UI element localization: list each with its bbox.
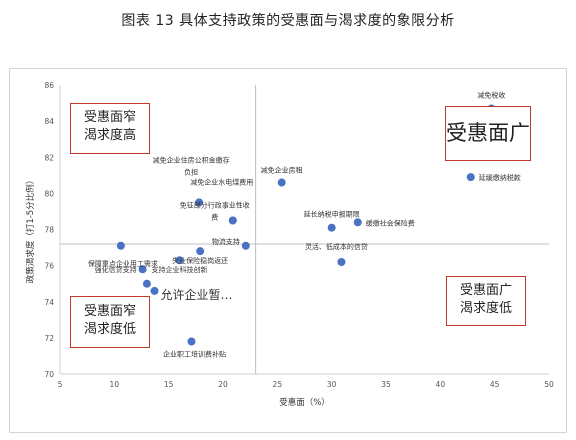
data-point-3: [195, 198, 204, 207]
x-tick-label-0: 5: [58, 380, 63, 389]
data-point-1: [466, 173, 475, 182]
y-tick-label-3: 76: [44, 262, 54, 271]
data-point-8: [241, 241, 250, 250]
quadrant-bottom-left-line-2: 渴求度低: [83, 321, 136, 337]
x-tick-label-2: 15: [164, 380, 174, 389]
data-label-7: 缓缴社会保险费: [366, 218, 415, 227]
data-point-2: [277, 178, 286, 187]
data-point-11: [116, 241, 125, 250]
data-label-3-line-1: 减免企业住房公积金缴存: [153, 155, 230, 164]
quadrant-bottom-left-box: 受惠面窄 渴求度低: [70, 296, 150, 348]
data-point-7: [353, 218, 362, 227]
quadrant-top-left-line-2: 渴求度高: [83, 127, 136, 143]
y-tick-label-2: 74: [44, 298, 54, 307]
quadrant-top-left-box: 受惠面窄 渴求度高: [70, 103, 150, 154]
x-tick-label-9: 50: [544, 380, 554, 389]
x-tick-label-7: 40: [436, 380, 446, 389]
data-point-14: [142, 279, 151, 288]
grid-layer: [60, 85, 549, 374]
data-label-1: 延缓缴纳税款: [479, 173, 521, 182]
quadrant-bottom-right-line-2: 渴求度低: [459, 300, 512, 316]
data-point-12: [175, 256, 184, 265]
chart-frame: [9, 68, 567, 433]
y-tick-label-4: 78: [44, 226, 54, 235]
data-label-15: 允许企业暂…: [161, 287, 233, 302]
x-tick-label-5: 30: [327, 380, 337, 389]
y-tick-label-5: 80: [44, 189, 54, 198]
data-point-5: [228, 216, 237, 225]
data-label-6: 延长纳税申报期限: [304, 210, 360, 219]
y-tick-label-0: 70: [44, 370, 54, 379]
data-label-8: 物流支持: [212, 237, 240, 246]
data-label-5: 免征部分行政事业性收费: [180, 200, 250, 221]
data-point-13: [138, 265, 147, 274]
point-layer: [116, 104, 496, 346]
data-label-4: 减免企业水电煤费用: [190, 177, 253, 186]
data-label-3-line-2: 负担: [184, 167, 198, 176]
x-tick-label-1: 10: [110, 380, 120, 389]
y-tick-label-8: 86: [44, 81, 54, 90]
data-point-10: [196, 247, 205, 256]
data-point-16: [187, 337, 196, 346]
quadrant-top-right-box: 受惠面广: [445, 106, 531, 161]
data-label-5-line-1: 免征部分行政事业性收: [180, 200, 250, 209]
data-label-5-line-2: 费: [211, 212, 218, 221]
page-title: 图表 13 具体支持政策的受惠面与渴求度的象限分析: [121, 13, 455, 29]
data-label-3: 减免企业住房公积金缴存负担: [153, 155, 230, 176]
data-label-9: 灵活、低成本的信贷: [305, 242, 368, 251]
x-tick-label-3: 20: [218, 380, 228, 389]
data-label-11: 保障重点企业用工需求: [88, 259, 158, 268]
quadrant-bottom-right-line-1: 受惠面广: [459, 283, 512, 298]
quadrant-bottom-right-box: 受惠面广 渴求度低: [446, 276, 526, 326]
data-label-12: 支持企业科技创新: [152, 265, 208, 274]
axis-layer: 5 10 15 20 25 30 35 40 45 50 70 72 74 76 78 80 82 84 86 受惠面…: [25, 81, 554, 408]
y-tick-label-6: 82: [44, 153, 54, 162]
data-label-13: 强化信贷支持: [95, 265, 137, 274]
quadrant-top-left-line-1: 受惠面窄: [83, 110, 136, 125]
quadrant-top-right-line-1: 受惠面广: [446, 121, 530, 145]
x-tick-label-8: 45: [490, 380, 500, 389]
y-axis-title: 政策渴求度（打1-5分比例）: [25, 176, 36, 283]
data-label-2: 减免企业房租: [261, 166, 303, 175]
data-point-6: [327, 223, 336, 232]
data-label-10: 失业保险稳岗返还: [172, 256, 228, 265]
data-point-15: [150, 286, 159, 295]
y-tick-label-1: 72: [44, 334, 54, 343]
data-label-16: 企业职工培训费补贴: [163, 349, 226, 358]
x-tick-label-4: 25: [273, 380, 283, 389]
data-point-9: [337, 258, 346, 267]
quadrant-bottom-left-line-1: 受惠面窄: [83, 304, 136, 319]
x-axis-title: 受惠面（%）: [279, 397, 330, 408]
data-label-0: 减免税收: [477, 90, 505, 99]
x-tick-label-6: 35: [381, 380, 391, 389]
y-tick-label-7: 84: [44, 117, 54, 126]
